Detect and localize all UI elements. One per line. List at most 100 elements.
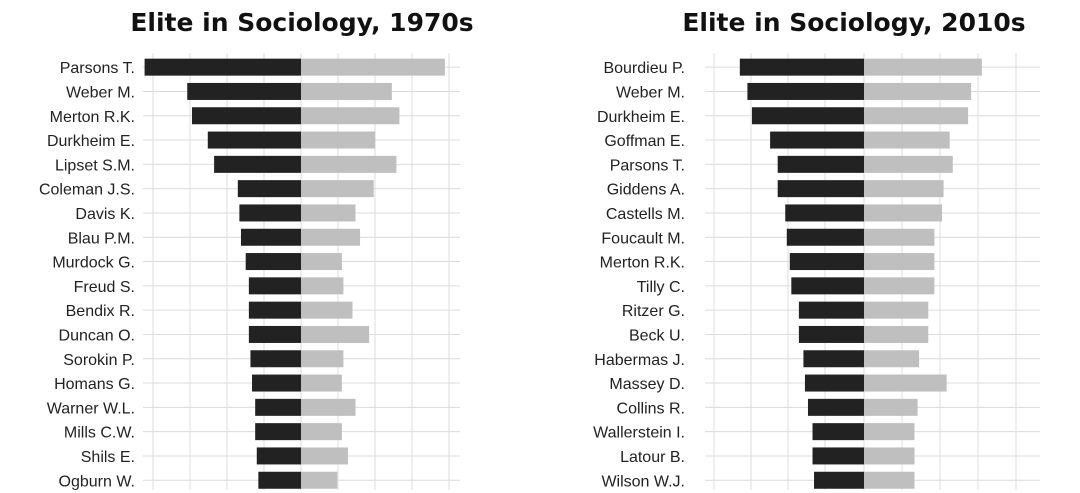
category-label-freud-s: Freud S. (74, 279, 135, 296)
bar-left-homans-g (252, 374, 301, 392)
bar-right-wallerstein-i (864, 423, 915, 441)
bar-left-lipset-s-m (214, 155, 301, 173)
category-label-durkheim-e: Durkheim E. (597, 109, 685, 126)
category-label-parsons-t: Parsons T. (60, 60, 135, 77)
chart-title-2010s: Elite in Sociology, 2010s (682, 8, 1025, 37)
bar-left-ogburn-w (258, 471, 301, 489)
category-label-beck-u: Beck U. (629, 327, 685, 344)
category-label-massey-d: Massey D. (609, 376, 685, 393)
bar-right-mills-c-w (301, 423, 342, 441)
bar-left-tilly-c (791, 277, 864, 295)
bar-left-bendix-r (248, 301, 301, 319)
bar-left-giddens-a (777, 180, 864, 198)
category-label-goffman-e: Goffman E. (604, 133, 685, 150)
bar-right-murdock-g (301, 253, 342, 271)
bar-right-latour-b (864, 447, 915, 465)
panel-2010s: Elite in Sociology, 2010s Bourdieu P. Web… (593, 8, 1040, 490)
bar-right-weber-m (864, 82, 972, 100)
bar-right-merton-r-k (864, 253, 935, 271)
category-label-parsons-t: Parsons T. (610, 157, 685, 174)
bar-left-murdock-g (245, 253, 301, 271)
panel-1970s: Elite in Sociology, 1970s Parsons T. Webe… (39, 8, 474, 490)
bar-left-coleman-j-s (237, 180, 301, 198)
category-label-bourdieu-p: Bourdieu P. (603, 60, 685, 77)
bar-right-coleman-j-s (301, 180, 374, 198)
category-label-coleman-j-s: Coleman J.S. (39, 182, 135, 199)
bar-left-bourdieu-p (739, 58, 864, 76)
bar-right-habermas-j (864, 350, 920, 368)
category-label-murdock-g: Murdock G. (52, 255, 135, 272)
category-label-merton-r-k: Merton R.K. (50, 109, 135, 126)
bar-right-collins-r (864, 398, 918, 416)
bar-right-warner-w-l (301, 398, 356, 416)
bar-left-duncan-o (248, 325, 301, 343)
category-label-wallerstein-i: Wallerstein I. (593, 425, 685, 442)
bar-left-collins-r (807, 398, 864, 416)
bar-right-foucault-m (864, 228, 935, 246)
bar-right-durkheim-e (864, 107, 969, 125)
bar-left-parsons-t (777, 155, 864, 173)
bar-left-goffman-e (770, 131, 864, 149)
category-label-homans-g: Homans G. (54, 376, 135, 393)
category-label-durkheim-e: Durkheim E. (47, 133, 135, 150)
bar-left-mills-c-w (255, 423, 301, 441)
category-label-mills-c-w: Mills C.W. (64, 425, 135, 442)
bar-right-weber-m (301, 82, 392, 100)
bar-right-shils-e (301, 447, 348, 465)
bar-right-homans-g (301, 374, 342, 392)
bar-left-shils-e (256, 447, 301, 465)
bar-right-davis-k (301, 204, 356, 222)
category-label-ritzer-g: Ritzer G. (622, 303, 685, 320)
category-label-collins-r: Collins R. (617, 400, 685, 417)
bar-right-giddens-a (864, 180, 944, 198)
category-label-latour-b: Latour B. (620, 449, 685, 466)
bar-right-sorokin-p (301, 350, 344, 368)
bar-right-beck-u (864, 325, 929, 343)
bar-left-durkheim-e (207, 131, 301, 149)
category-label-warner-w-l: Warner W.L. (47, 400, 135, 417)
bar-right-durkheim-e (301, 131, 376, 149)
bar-right-massey-d (864, 374, 947, 392)
bar-right-lipset-s-m (301, 155, 397, 173)
category-label-shils-e: Shils E. (81, 449, 135, 466)
bar-left-davis-k (239, 204, 301, 222)
bar-left-durkheim-e (751, 107, 864, 125)
bar-left-castells-m (785, 204, 864, 222)
bar-left-beck-u (798, 325, 864, 343)
category-label-merton-r-k: Merton R.K. (600, 255, 685, 272)
category-label-davis-k: Davis K. (75, 206, 135, 223)
category-label-bendix-r: Bendix R. (66, 303, 135, 320)
bar-left-merton-r-k (191, 107, 301, 125)
bar-right-tilly-c (864, 277, 935, 295)
bar-left-massey-d (804, 374, 864, 392)
bars-1970s (144, 58, 445, 489)
bar-right-goffman-e (864, 131, 950, 149)
bar-left-freud-s (248, 277, 301, 295)
bar-left-parsons-t (144, 58, 301, 76)
category-label-giddens-a: Giddens A. (607, 182, 685, 199)
category-labels-2010s: Bourdieu P. Weber M. Durkheim E. Goffman E.… (593, 60, 685, 490)
bar-left-weber-m (187, 82, 301, 100)
category-label-wilson-w-j: Wilson W.J. (601, 473, 685, 490)
bar-right-freud-s (301, 277, 344, 295)
bar-right-parsons-t (301, 58, 445, 76)
bar-right-castells-m (864, 204, 943, 222)
bar-left-wallerstein-i (812, 423, 864, 441)
category-label-weber-m: Weber M. (616, 84, 685, 101)
bar-right-ogburn-w (301, 471, 338, 489)
bar-right-merton-r-k (301, 107, 400, 125)
category-labels-1970s: Parsons T. Weber M. Merton R.K. Durkheim E.… (39, 60, 135, 490)
bar-left-warner-w-l (255, 398, 301, 416)
category-label-tilly-c: Tilly C. (637, 279, 685, 296)
chart-title-1970s: Elite in Sociology, 1970s (130, 8, 473, 37)
bar-right-bourdieu-p (864, 58, 982, 76)
bar-right-wilson-w-j (864, 471, 915, 489)
category-label-ogburn-w: Ogburn W. (59, 473, 135, 490)
bar-left-weber-m (747, 82, 864, 100)
category-label-sorokin-p: Sorokin P. (63, 352, 135, 369)
bar-left-blau-p-m (240, 228, 301, 246)
bar-right-ritzer-g (864, 301, 929, 319)
bar-left-sorokin-p (250, 350, 301, 368)
